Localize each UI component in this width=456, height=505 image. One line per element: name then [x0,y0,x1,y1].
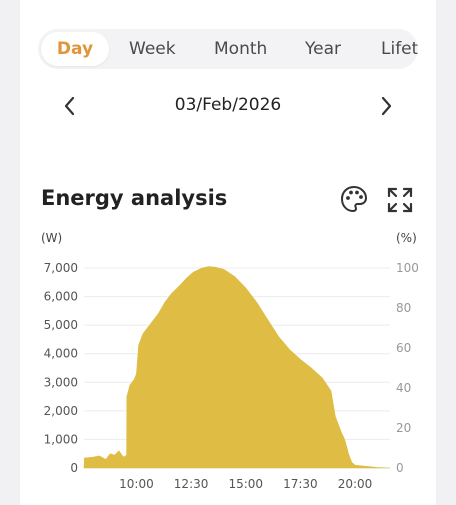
tab-week[interactable]: Week [129,39,176,59]
x-tick-label: 10:00 [119,477,154,491]
y-left-tick-label: 7,000 [44,261,78,275]
x-tick-label: 12:30 [174,477,209,491]
chevron-right-icon[interactable] [374,94,398,118]
y-right-tick-label: 0 [396,461,404,475]
tab-month[interactable]: Month [214,39,268,59]
y-left-tick-label: 0 [70,461,78,475]
y-left-tick-label: 6,000 [44,290,78,304]
energy-card: Day Week Month Year Lifet 03/Feb/2026 En… [20,0,436,505]
period-tabs: Day Week Month Year Lifet [38,29,418,69]
y-left-tick-label: 5,000 [44,318,78,332]
chevron-left-icon[interactable] [58,94,82,118]
x-tick-label: 15:00 [228,477,263,491]
right-axis-unit: (%) [396,231,417,245]
tab-day[interactable]: Day [41,32,109,66]
y-right-tick-label: 80 [396,301,411,315]
x-tick-label: 17:30 [283,477,318,491]
date-navigator: 03/Feb/2026 [20,86,436,126]
x-tick-label: 20:00 [338,477,373,491]
power-area-series [83,266,391,469]
palette-icon[interactable] [339,184,369,214]
expand-icon[interactable] [385,185,415,215]
y-right-tick-label: 60 [396,341,411,355]
y-left-tick-label: 1,000 [44,432,78,446]
left-axis-unit: (W) [41,231,63,245]
y-right-tick-label: 40 [396,381,411,395]
date-label[interactable]: 03/Feb/2026 [174,95,282,115]
y-left-tick-label: 4,000 [44,347,78,361]
y-right-tick-label: 100 [396,261,419,275]
y-left-tick-label: 2,000 [44,404,78,418]
energy-area-chart: 0 1,000 2,000 3,000 4,000 5,000 6,000 7,000 0 20… [44,261,419,491]
y-left-tick-label: 3,000 [44,375,78,389]
tab-lifetime[interactable]: Lifet [381,39,418,59]
tab-year[interactable]: Year [305,39,341,59]
y-right-tick-label: 20 [396,421,411,435]
section-title: Energy analysis [41,186,228,210]
